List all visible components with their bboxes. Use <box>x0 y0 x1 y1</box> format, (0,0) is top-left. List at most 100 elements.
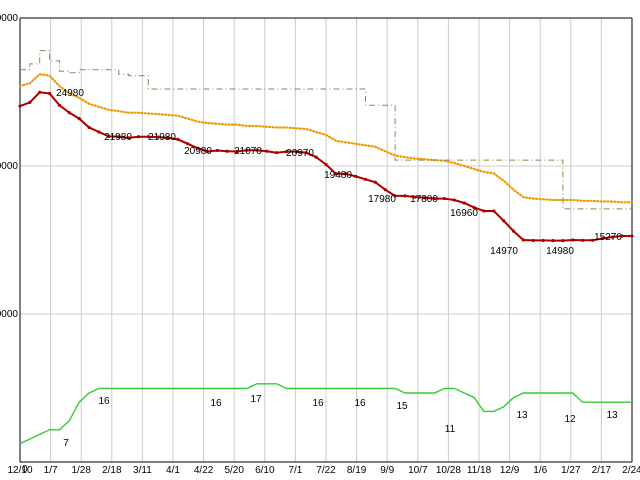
y-tick-label: 0 <box>22 464 28 475</box>
data-point <box>442 196 447 201</box>
x-tick-label: 7/22 <box>316 465 336 476</box>
data-point <box>511 229 516 233</box>
data-point <box>403 194 407 198</box>
data-point <box>561 238 565 243</box>
data-label: 13 <box>606 410 618 421</box>
data-point <box>196 146 200 150</box>
data-label: 21070 <box>234 146 262 157</box>
data-point <box>521 238 526 242</box>
data-point <box>186 142 190 146</box>
data-label: 21980 <box>148 132 176 143</box>
data-label: 17980 <box>368 194 396 205</box>
data-label: 17800 <box>410 194 438 205</box>
data-point <box>265 149 269 153</box>
y-tick-label: 30000 <box>0 13 18 24</box>
data-point <box>48 91 52 96</box>
data-label: 16 <box>312 398 324 409</box>
data-point <box>245 148 249 152</box>
data-label: 16 <box>354 398 366 409</box>
data-point <box>166 136 170 140</box>
data-point <box>146 135 150 139</box>
data-point <box>620 234 624 238</box>
data-label: 11 <box>445 424 456 435</box>
data-point <box>57 103 62 107</box>
data-point <box>38 90 42 94</box>
data-point <box>225 149 229 153</box>
series-upper-dotted <box>18 73 634 204</box>
data-point <box>255 148 259 152</box>
data-point <box>77 117 81 121</box>
data-point <box>581 238 585 242</box>
x-tick-label: 12/10 <box>7 465 32 476</box>
data-point <box>344 172 348 176</box>
data-label: 16 <box>98 396 110 407</box>
x-tick-label: 1/7 <box>44 465 58 476</box>
data-point <box>571 238 575 242</box>
y-tick-label: 20000 <box>0 161 18 172</box>
x-tick-label: 8/19 <box>347 465 367 476</box>
data-point <box>590 238 595 242</box>
data-point <box>107 134 111 138</box>
data-point <box>373 180 377 184</box>
x-tick-label: 4/22 <box>194 465 214 476</box>
data-point <box>18 104 22 108</box>
data-label: 15 <box>396 401 408 412</box>
data-point <box>472 205 476 210</box>
y-tick-label: 10000 <box>0 309 18 320</box>
data-point <box>126 136 131 140</box>
data-point <box>215 148 220 153</box>
x-tick-label: 12/9 <box>500 465 520 476</box>
data-label: 20980 <box>184 146 212 157</box>
data-label: 14980 <box>546 246 574 257</box>
data-point <box>205 149 210 154</box>
data-point <box>275 151 279 155</box>
x-tick-label: 1/27 <box>561 465 581 476</box>
data-point <box>67 111 71 115</box>
data-label: 15270 <box>594 232 622 243</box>
data-label: 24980 <box>56 88 84 99</box>
data-point <box>482 209 486 213</box>
data-label: 14970 <box>490 246 518 257</box>
data-label: 20970 <box>286 148 314 159</box>
data-label: 21980 <box>104 132 132 143</box>
data-point <box>423 196 427 200</box>
data-point <box>314 155 318 159</box>
data-label: 12 <box>564 414 576 425</box>
data-point <box>551 238 555 243</box>
data-label: 19480 <box>324 170 352 181</box>
data-point <box>294 150 298 154</box>
x-tick-label: 7/1 <box>288 465 302 476</box>
x-tick-label: 10/28 <box>436 465 461 476</box>
x-tick-label: 1/6 <box>533 465 547 476</box>
data-point <box>176 137 180 141</box>
data-point <box>630 234 634 238</box>
data-label: 17 <box>250 394 262 405</box>
data-point <box>235 149 239 154</box>
x-tick-label: 5/20 <box>224 465 244 476</box>
data-point <box>413 195 417 199</box>
data-label: 7 <box>63 438 69 449</box>
data-point <box>363 177 368 181</box>
data-point <box>393 194 397 198</box>
data-label: 16960 <box>450 208 478 219</box>
data-point <box>284 150 289 154</box>
x-tick-label: 6/10 <box>255 465 275 476</box>
data-point <box>600 236 604 241</box>
data-point <box>531 238 535 243</box>
data-point <box>492 209 496 213</box>
data-label: 16 <box>210 398 222 409</box>
data-point <box>28 100 32 104</box>
data-point <box>117 135 121 139</box>
x-tick-label: 3/11 <box>133 465 152 476</box>
x-tick-label: 10/7 <box>408 465 428 476</box>
x-tick-label: 4/1 <box>166 465 180 476</box>
data-point <box>354 174 358 178</box>
x-tick-label: 2/24 <box>622 465 640 476</box>
data-point <box>610 235 614 239</box>
data-point <box>87 125 91 130</box>
data-point <box>432 196 437 201</box>
data-point <box>136 135 141 139</box>
data-point <box>541 238 545 243</box>
